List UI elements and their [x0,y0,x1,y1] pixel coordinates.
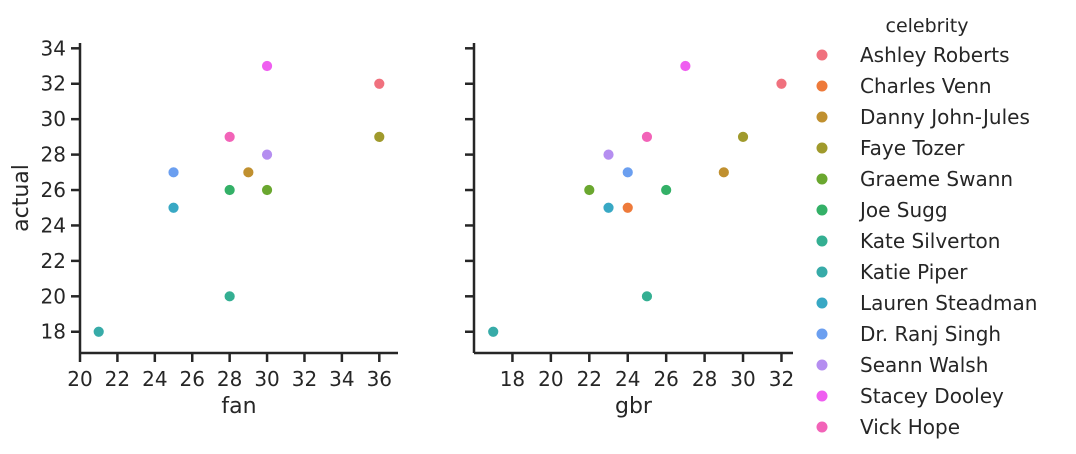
data-point [242,166,255,179]
data-point [583,184,596,196]
data-point [223,290,236,303]
data-point [223,184,236,196]
x-tick-label: 18 [500,367,525,391]
y-tick-label: 24 [41,213,66,237]
y-tick-label: 22 [41,249,66,273]
data-point [737,130,749,143]
legend-entry-label: Danny John-Jules [860,105,1030,129]
data-point [261,148,273,161]
x-tick-label: 22 [577,367,602,391]
x-tick-label: 26 [653,367,678,391]
data-point [167,166,180,179]
data-point [621,166,634,179]
data-point [373,130,386,143]
y-tick-label: 30 [41,107,66,131]
x-tick-label: 32 [292,367,317,391]
data-point [717,166,730,179]
legend-entry-label: Seann Walsh [860,353,988,377]
legend-marker [816,235,828,247]
legend-entry-label: Ashley Roberts [860,43,1010,67]
x-tick-label: 30 [730,367,755,391]
legend-marker [816,80,828,92]
legend-entry-label: Katie Piper [860,260,968,284]
y-tick-label: 32 [41,72,66,96]
legend-marker [816,173,828,185]
data-point [660,184,673,196]
legend-marker [816,49,828,61]
legend-entry-label: Vick Hope [860,415,960,439]
legend-marker [816,204,828,216]
x-tick-label: 34 [329,367,354,391]
y-tick-label: 18 [41,320,66,344]
data-point [261,60,273,72]
legend-marker [816,111,828,123]
x-tick-label: 22 [105,367,130,391]
data-point [487,325,500,338]
legend-entry-label: Dr. Ranj Singh [860,322,1001,346]
legend-entry-label: Faye Tozer [860,136,965,160]
x-tick-label: 30 [254,367,279,391]
legend-entry-label: Kate Silverton [860,229,1000,253]
data-point [602,201,615,214]
x-tick-label: 26 [180,367,205,391]
data-point [167,201,180,214]
x-tick-label: 20 [67,367,92,391]
legend-entry-label: Lauren Steadman [860,291,1037,315]
data-point [602,148,615,161]
x-tick-label: 20 [538,367,563,391]
data-point [261,184,273,196]
x-axis-label: gbr [615,394,653,419]
x-tick-label: 36 [367,367,392,391]
data-point [621,201,634,214]
data-point [223,130,236,143]
legend-entry-label: Joe Sugg [858,198,948,222]
legend-entry-label: Stacey Dooley [860,384,1004,408]
x-tick-label: 28 [217,367,242,391]
legend-marker [816,328,828,340]
x-tick-label: 24 [615,367,640,391]
data-point [641,130,653,143]
legend-entry-label: Graeme Swann [860,167,1013,191]
y-tick-label: 28 [41,143,66,167]
data-point [92,325,105,338]
legend-marker [816,359,828,371]
y-tick-label: 20 [41,284,66,308]
x-tick-label: 28 [692,367,717,391]
legend-marker [816,421,828,433]
x-tick-label: 24 [142,367,167,391]
x-axis-label: fan [221,394,256,419]
data-point [641,290,653,303]
celebrity-legend: celebrity Ashley Roberts Charles Venn Dann… [816,15,1037,439]
data-point [679,60,692,72]
x-tick-label: 32 [769,367,794,391]
y-tick-label: 26 [41,178,66,202]
legend-marker [816,266,828,278]
legend-marker [816,390,828,402]
legend-marker [816,142,828,154]
y-tick-label: 34 [41,36,66,60]
legend-title: celebrity [886,15,969,37]
legend-marker [816,297,828,309]
data-point [775,77,788,90]
gbr-vs-actual-panel: 18 20 22 24 26 28 30 32 gbr [465,43,794,419]
y-axis-label: actual [9,164,34,232]
legend-entry-label: Charles Venn [860,74,992,98]
data-point [373,77,386,90]
